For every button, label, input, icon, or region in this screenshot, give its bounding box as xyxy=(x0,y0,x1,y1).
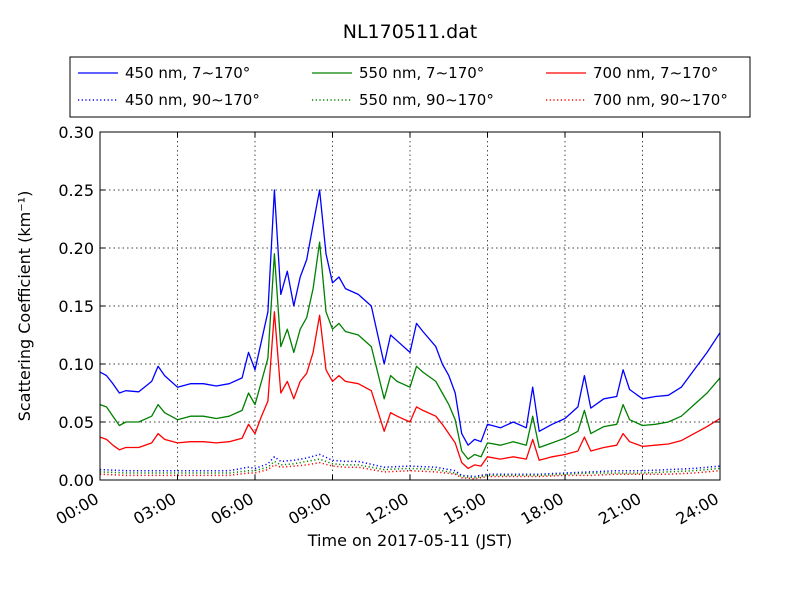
y-tick-label: 0.20 xyxy=(58,239,94,258)
chart-title: NL170511.dat xyxy=(343,21,478,43)
y-axis-label: Scattering Coefficient (km⁻¹) xyxy=(15,191,34,422)
legend-label: 550 nm, 90∼170° xyxy=(359,91,494,109)
series-line-3 xyxy=(99,453,721,478)
y-tick-label: 0.30 xyxy=(58,123,94,142)
legend-box xyxy=(69,56,751,118)
x-axis-label: Time on 2017-05-11 (JST) xyxy=(307,531,512,550)
legend-label: 700 nm, 7∼170° xyxy=(593,64,718,82)
series-line-1 xyxy=(99,241,721,460)
y-tick-label: 0.15 xyxy=(58,297,94,316)
y-tick-label: 0.05 xyxy=(58,413,94,432)
legend-label: 450 nm, 90∼170° xyxy=(125,91,260,109)
y-tick-label: 0.10 xyxy=(58,355,94,374)
legend-label: 700 nm, 90∼170° xyxy=(593,91,728,109)
series-line-2 xyxy=(99,311,721,470)
legend: 450 nm, 7∼170° 550 nm, 7∼170° 700 nm, 7∼17… xyxy=(69,56,751,118)
legend-label: 550 nm, 7∼170° xyxy=(359,64,484,82)
series-group xyxy=(99,189,721,480)
series-line-0 xyxy=(99,189,721,446)
series-line-4 xyxy=(99,458,721,479)
legend-label: 450 nm, 7∼170° xyxy=(125,64,250,82)
y-tick-label: 0.25 xyxy=(58,181,94,200)
y-tick-label: 0.00 xyxy=(58,471,94,490)
